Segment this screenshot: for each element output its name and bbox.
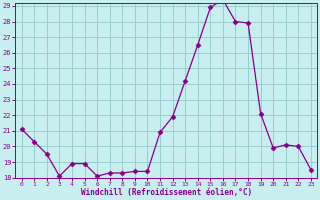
X-axis label: Windchill (Refroidissement éolien,°C): Windchill (Refroidissement éolien,°C) xyxy=(81,188,252,197)
